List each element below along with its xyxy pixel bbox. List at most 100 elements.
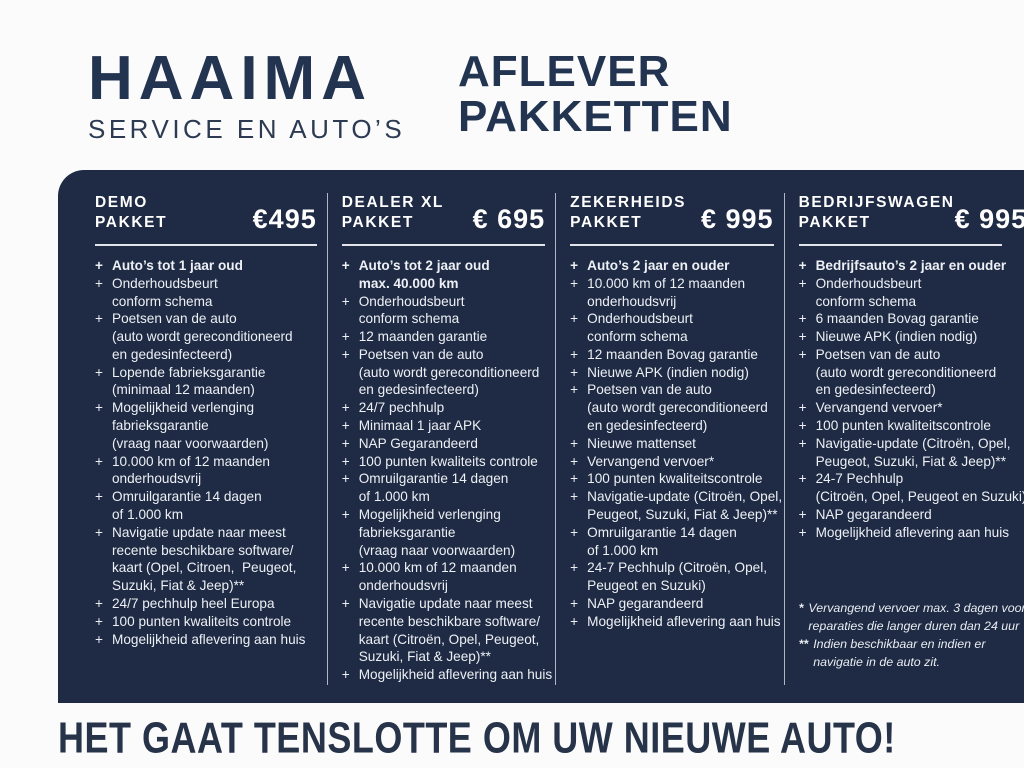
package-column: DEMO PAKKET €495 + Auto’s tot 1 jaar oud + Ond… bbox=[58, 193, 327, 685]
feature-line: Mogelijkheid verlenging bbox=[358, 507, 501, 523]
feature-line: 10.000 km of 12 maanden bbox=[358, 560, 517, 576]
feature-item: + NAP gegarandeerd bbox=[570, 595, 773, 613]
feature-item: +24/7 pechhulp bbox=[342, 399, 545, 417]
feature-line: (Citroën, Opel, Peugeot en Suzuki) bbox=[815, 489, 1024, 505]
feature-text: Nieuwe mattenset bbox=[587, 435, 696, 453]
feature-text: Onderhoudsbeurt conform schema bbox=[359, 293, 465, 329]
package-name-line: BEDRIJFSWAGEN bbox=[798, 194, 955, 211]
feature-line: Bedrijfsauto’s 2 jaar en ouder bbox=[815, 257, 1007, 273]
package-name-line: DEMO bbox=[95, 194, 148, 211]
feature-line: Mogelijkheid verlenging bbox=[112, 400, 255, 416]
feature-line: Mogelijkheid aflevering aan huis bbox=[815, 524, 1010, 540]
feature-item: + Poetsen van de auto (auto wordt gerecond… bbox=[342, 346, 545, 399]
feature-line: Lopende fabrieksgarantie bbox=[112, 364, 266, 380]
feature-line: Vervangend vervoer* bbox=[587, 453, 715, 469]
feature-line: Peugeot, Suzuki, Fiat & Jeep)** bbox=[587, 507, 778, 523]
feature-line: 12 maanden garantie bbox=[358, 329, 488, 345]
package-name: ZEKERHEIDS PAKKET bbox=[570, 193, 686, 234]
feature-line: fabrieksgarantie bbox=[112, 418, 209, 434]
plus-bullet: + bbox=[798, 329, 807, 345]
feature-item: +100 punten kwaliteitscontrole bbox=[570, 470, 773, 488]
feature-item: + Mogelijkheid aflevering aan huis bbox=[95, 631, 317, 649]
package-name-line: PAKKET bbox=[95, 214, 168, 232]
feature-item: + NAP gegarandeerd bbox=[799, 506, 1002, 524]
plus-bullet: + bbox=[798, 400, 807, 416]
plus-bullet: + bbox=[341, 471, 350, 487]
feature-text: Mogelijkheid verlenging fabrieksgarantie(… bbox=[112, 399, 268, 452]
feature-line: Nieuwe APK (indien nodig) bbox=[587, 364, 749, 380]
feature-line: 6 maanden Bovag garantie bbox=[815, 311, 979, 327]
feature-text: Mogelijkheid aflevering aan huis bbox=[112, 631, 305, 649]
feature-item: + Onderhoudsbeurt conform schema bbox=[570, 310, 773, 346]
package-name: BEDRIJFSWAGEN PAKKET bbox=[799, 193, 955, 234]
feature-text: 24/7 pechhulp heel Europa bbox=[112, 595, 275, 613]
feature-text: Mogelijkheid aflevering aan huis bbox=[587, 613, 781, 631]
feature-line: NAP gegarandeerd bbox=[587, 596, 704, 612]
feature-line: Onderhoudsbeurt bbox=[587, 311, 693, 327]
feature-line: 100 punten kwaliteits controle bbox=[112, 613, 292, 629]
feature-item: +24-7 Pechhulp (Citroën, Opel, Peugeot en… bbox=[570, 559, 773, 595]
feature-item: + Mogelijkheid verlenging fabrieksgarantie… bbox=[95, 399, 317, 452]
feature-line: Navigatie-update (Citroën, Opel, bbox=[815, 435, 1011, 451]
page-title: AFLEVER PAKKETTEN bbox=[458, 49, 733, 140]
feature-item: + Nieuwe APK (indien nodig) bbox=[799, 328, 1002, 346]
package-name-line: DEALER XL bbox=[341, 194, 444, 211]
feature-text: Onderhoudsbeurt conform schema bbox=[112, 275, 218, 311]
feature-text: 100 punten kwaliteits controle bbox=[359, 453, 538, 471]
logo-name: HAAIMA bbox=[88, 44, 372, 113]
feature-item: + Mogelijkheid aflevering aan huis bbox=[570, 613, 781, 631]
feature-item: +6 maanden Bovag garantie bbox=[799, 310, 1002, 328]
feature-item: + Auto’s 2 jaar en ouder bbox=[570, 257, 773, 275]
footnote-line: navigatie in de auto zit. bbox=[813, 655, 940, 669]
plus-bullet: + bbox=[341, 257, 350, 273]
feature-item: + Onderhoudsbeurt conform schema bbox=[799, 275, 1002, 311]
plus-bullet: + bbox=[570, 311, 579, 327]
feature-item: + Minimaal 1 jaar APK bbox=[342, 417, 545, 435]
feature-line: NAP Gegarandeerd bbox=[358, 435, 478, 451]
logo-tagline: SERVICE EN AUTO’S bbox=[88, 114, 406, 144]
plus-bullet: + bbox=[570, 346, 579, 362]
feature-item: + Omruilgarantie 14 dagen of 1.000 km bbox=[342, 470, 545, 506]
package-price: € 695 bbox=[472, 203, 546, 234]
feature-line: Mogelijkheid aflevering aan huis bbox=[587, 613, 781, 629]
feature-text: Navigatie-update (Citroën, Opel, Peugeot,… bbox=[587, 488, 782, 524]
feature-text: Omruilgarantie 14 dagen of 1.000 km bbox=[359, 470, 509, 506]
plus-bullet: + bbox=[341, 560, 350, 576]
feature-item: + NAP Gegarandeerd bbox=[342, 435, 545, 453]
feature-text: Poetsen van de auto (auto wordt gerecondi… bbox=[816, 346, 997, 399]
plus-bullet: + bbox=[570, 453, 579, 469]
plus-bullet: + bbox=[95, 311, 103, 327]
feature-line: recente beschikbare software/ bbox=[358, 613, 541, 629]
feature-line: (auto wordt gereconditioneerd bbox=[358, 364, 540, 380]
feature-text: Minimaal 1 jaar APK bbox=[359, 417, 481, 435]
plus-bullet: + bbox=[570, 524, 579, 540]
feature-line: 10.000 km of 12 maanden bbox=[112, 453, 270, 469]
feature-line: conform schema bbox=[587, 329, 688, 345]
feature-line: Auto’s tot 1 jaar oud bbox=[112, 257, 243, 273]
plus-bullet: + bbox=[798, 471, 807, 487]
feature-text: 24-7 Pechhulp (Citroën, Opel, Peugeot en … bbox=[587, 559, 767, 595]
plus-bullet: + bbox=[570, 489, 579, 505]
feature-text: 24/7 pechhulp bbox=[359, 399, 444, 417]
package-name-line: ZEKERHEIDS bbox=[570, 194, 687, 211]
feature-line: en gedesinfecteerd) bbox=[112, 346, 233, 362]
feature-item: +10.000 km of 12 maanden onderhoudsvrij bbox=[342, 559, 545, 595]
package-header: DEMO PAKKET €495 bbox=[95, 193, 317, 234]
plus-bullet: + bbox=[570, 471, 579, 487]
feature-item: +24/7 pechhulp heel Europa bbox=[95, 595, 317, 613]
feature-line: Omruilgarantie 14 dagen bbox=[587, 524, 737, 540]
header-divider-line bbox=[95, 243, 317, 246]
feature-text: Omruilgarantie 14 dagen of 1.000 km bbox=[112, 488, 262, 524]
package-price: €495 bbox=[252, 203, 317, 234]
feature-text: Mogelijkheid verlenging fabrieksgarantie(… bbox=[359, 506, 515, 559]
feature-text: 10.000 km of 12 maanden onderhoudsvrij bbox=[587, 275, 745, 311]
feature-text: Mogelijkheid aflevering aan huis bbox=[359, 666, 552, 684]
footnote-marker: ** bbox=[798, 637, 809, 651]
package-name-line: PAKKET bbox=[798, 214, 871, 232]
feature-line: Poetsen van de auto bbox=[587, 382, 712, 398]
feature-line: en gedesinfecteerd) bbox=[587, 418, 708, 434]
package-column: BEDRIJFSWAGEN PAKKET € 995 + Bedrijfsauto’s … bbox=[785, 193, 1024, 685]
feature-line: (auto wordt gereconditioneerd bbox=[587, 400, 768, 416]
footnote-text: Indien beschikbaar en indien er navigatie… bbox=[813, 635, 985, 671]
